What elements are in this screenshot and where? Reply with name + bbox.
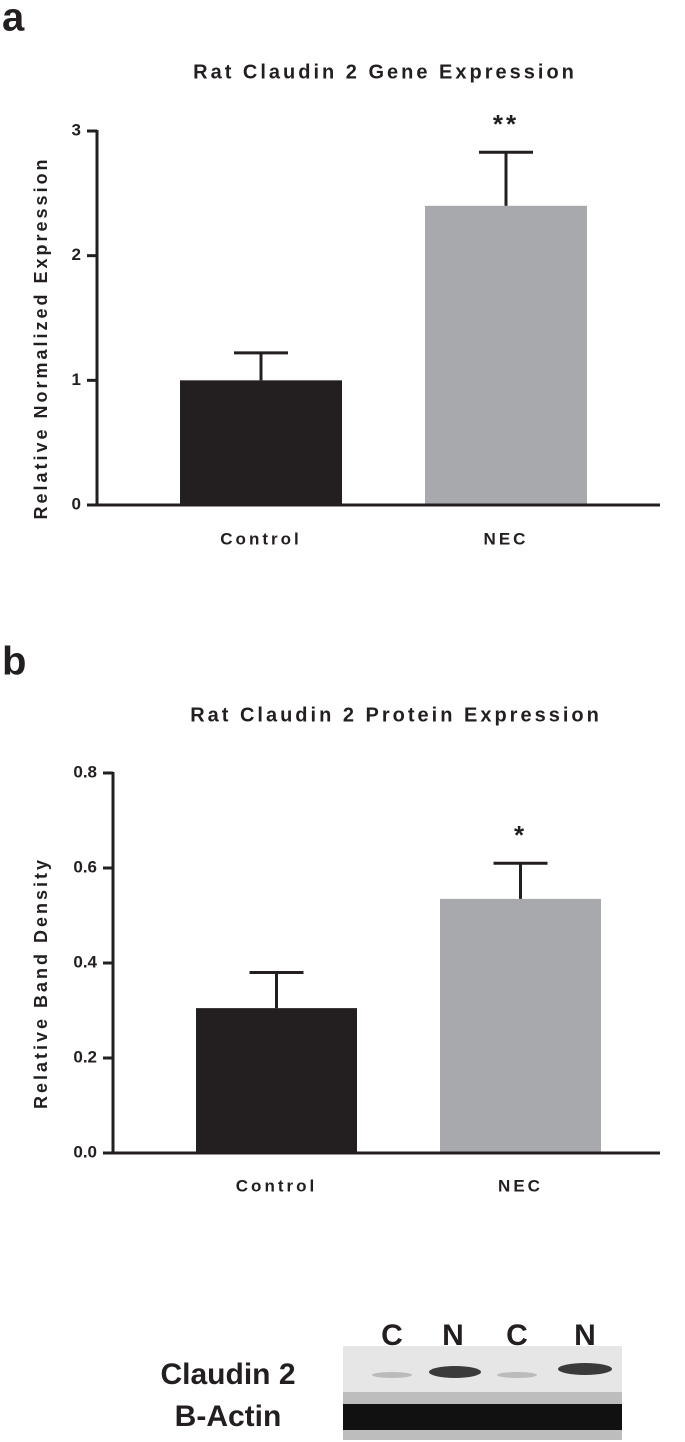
band xyxy=(429,1366,481,1378)
lane-label: C xyxy=(506,1319,528,1352)
y-axis-label: Relative Normalized Expression xyxy=(31,156,51,519)
lane-label: C xyxy=(381,1319,403,1352)
band xyxy=(343,1404,622,1430)
y-axis-label: Relative Band Density xyxy=(31,857,51,1109)
bar xyxy=(196,1008,357,1153)
error-bar xyxy=(479,150,533,206)
y-tick-label: 0.6 xyxy=(73,857,97,876)
row-label: B-Actin xyxy=(175,1400,282,1433)
band xyxy=(497,1372,537,1378)
lane-label: N xyxy=(574,1319,596,1352)
y-tick-label: 0.4 xyxy=(73,952,97,971)
error-bar xyxy=(234,351,288,381)
y-tick-label: 0 xyxy=(72,494,81,513)
y-tick-label: 0.8 xyxy=(73,762,97,781)
bar xyxy=(425,205,587,506)
x-tick-label: Control xyxy=(236,1176,317,1195)
y-tick-label: 0.2 xyxy=(73,1047,97,1066)
western-blot xyxy=(343,1346,622,1440)
significance: * xyxy=(514,820,527,850)
band xyxy=(372,1372,412,1378)
error-bar xyxy=(493,861,548,899)
chart-title: Rat Claudin 2 Gene Expression xyxy=(193,61,577,83)
panel-label: a xyxy=(2,0,25,40)
y-tick-label: 2 xyxy=(72,245,81,264)
row-label: Claudin 2 xyxy=(160,1358,295,1391)
lane-label: N xyxy=(442,1319,464,1352)
bar xyxy=(180,380,342,505)
band xyxy=(558,1363,612,1375)
x-tick-label: NEC xyxy=(498,1176,543,1195)
y-tick-label: 1 xyxy=(72,370,81,389)
y-tick-label: 0.0 xyxy=(73,1142,97,1161)
bar xyxy=(440,898,601,1153)
significance: ** xyxy=(493,109,519,139)
x-tick-label: NEC xyxy=(484,529,529,548)
y-tick-label: 3 xyxy=(72,120,81,139)
chart-title: Rat Claudin 2 Protein Expression xyxy=(190,704,602,726)
x-tick-label: Control xyxy=(220,529,301,548)
error-bar xyxy=(249,971,304,1009)
panel-label: b xyxy=(2,640,26,684)
